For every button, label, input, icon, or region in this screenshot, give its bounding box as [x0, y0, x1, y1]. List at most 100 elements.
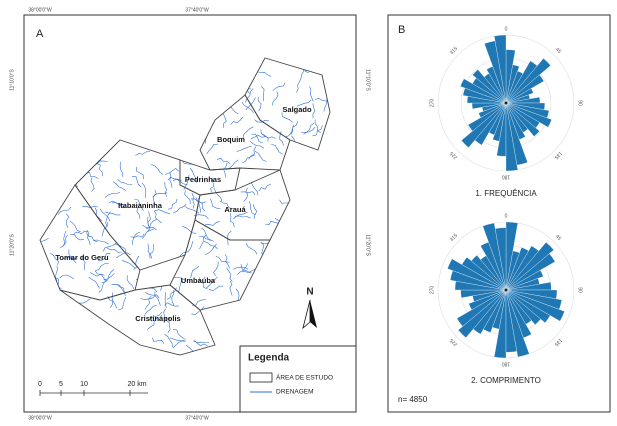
scale-label: 20 km: [127, 381, 146, 388]
rose-petal: [505, 74, 545, 104]
direction-label: 225: [449, 337, 459, 347]
stream: [167, 176, 182, 182]
stream: [210, 198, 221, 209]
stream: [104, 192, 120, 198]
stream: [199, 277, 208, 290]
rose-petal: [472, 69, 507, 104]
stream: [260, 86, 265, 102]
stream: [104, 211, 121, 216]
rose-petal: [447, 258, 507, 291]
place-label: Umbaúba: [181, 276, 216, 285]
stream: [70, 234, 84, 241]
place-label: Itabaianinha: [118, 201, 163, 210]
stream: [251, 133, 263, 144]
stream: [148, 311, 163, 321]
stream: [178, 277, 182, 294]
panel-label: A: [36, 28, 44, 40]
stream: [121, 260, 136, 269]
direction-label: 270: [429, 99, 435, 108]
rose-petal: [468, 289, 507, 311]
stream: [107, 247, 122, 253]
stream: [205, 243, 217, 255]
stream: [205, 221, 220, 226]
stream: [55, 265, 58, 282]
stream: [257, 96, 262, 112]
stream: [149, 244, 155, 259]
sample-size: n= 4850: [398, 395, 428, 404]
direction-label: 0: [505, 213, 508, 219]
stream: [189, 167, 197, 183]
stream: [261, 133, 276, 139]
stream: [40, 237, 49, 243]
coord-label: 37°40'0"W: [185, 7, 209, 13]
north-label: N: [306, 287, 313, 298]
stream: [153, 189, 157, 205]
stream: [155, 209, 171, 215]
stream: [224, 254, 230, 269]
stream: [68, 249, 77, 264]
stream: [190, 265, 200, 279]
stream: [210, 178, 215, 193]
stream: [130, 233, 145, 238]
stream: [101, 222, 108, 237]
stream: [154, 291, 161, 307]
coord-label: 38°00'0"W: [28, 415, 52, 421]
stream: [147, 317, 158, 330]
stream: [99, 208, 111, 222]
rose-petal: [471, 255, 507, 291]
legend-title: Legenda: [248, 353, 290, 364]
stream: [136, 203, 141, 219]
stream: [249, 201, 256, 216]
stream: [164, 302, 179, 307]
coord-label: 38°00'0"W: [28, 7, 52, 13]
stream: [241, 268, 257, 273]
rose-title: 1. FREQUÊNCIA: [475, 189, 537, 198]
stream: [216, 158, 231, 165]
stream: [132, 231, 140, 245]
stream: [206, 143, 218, 155]
stream: [296, 77, 302, 93]
direction-label: 180: [502, 174, 511, 180]
stream: [65, 213, 70, 228]
stream: [98, 253, 111, 261]
stream: [133, 255, 140, 270]
stream: [82, 255, 86, 271]
stream: [201, 227, 211, 242]
rose-petal: [505, 289, 565, 322]
rose-petal: [461, 257, 507, 291]
direction-label: 0: [505, 26, 508, 32]
direction-label: 90: [577, 287, 583, 293]
stream: [254, 150, 267, 162]
stream: [111, 202, 127, 208]
rose-petal: [505, 102, 518, 172]
stream: [164, 292, 167, 309]
coord-label: 11°10'0"S: [9, 69, 15, 91]
stream: [300, 126, 316, 133]
stream: [312, 103, 316, 119]
rose-petal: [505, 289, 551, 323]
stream: [194, 214, 209, 220]
place-label: Cristinápolis: [135, 314, 180, 323]
stream: [114, 243, 126, 253]
scale-label: 0: [38, 381, 42, 388]
stream: [230, 116, 244, 125]
stream: [117, 178, 133, 185]
stream: [152, 192, 168, 198]
place-label: Salgado: [282, 105, 312, 114]
legend-entry: ÁREA DE ESTUDO: [276, 373, 333, 382]
stream: [208, 285, 224, 292]
rose-title: 2. COMPRIMENTO: [471, 376, 541, 385]
stream: [242, 126, 254, 139]
rose-diagrams: 0 45 90 135 180 225 270 315 1. FREQUÊNCIA 0 45 90 13…: [429, 26, 582, 385]
stream: [256, 71, 272, 77]
stream: [271, 144, 283, 155]
stream: [105, 211, 111, 227]
stream: [223, 162, 228, 178]
stream: [50, 252, 60, 266]
stream: [145, 219, 158, 230]
stream: [236, 145, 252, 152]
stream: [241, 154, 255, 164]
rose-petal: [494, 34, 507, 104]
stream: [195, 197, 201, 213]
